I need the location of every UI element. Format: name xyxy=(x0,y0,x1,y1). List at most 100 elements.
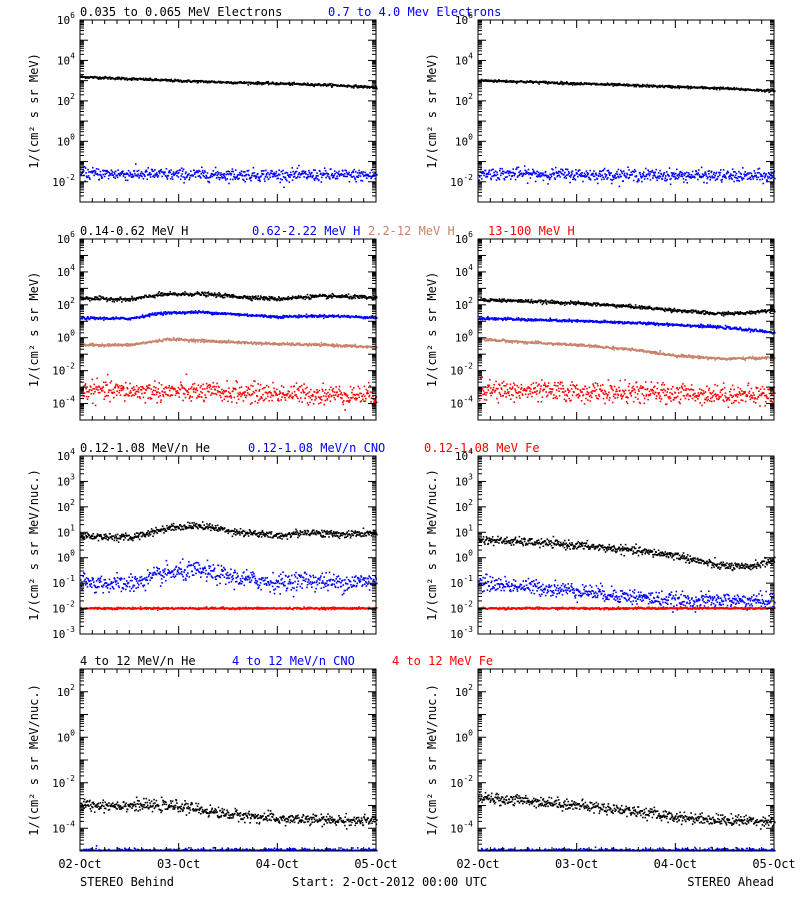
data-point xyxy=(565,168,567,170)
data-point xyxy=(160,78,162,81)
data-point xyxy=(363,295,366,297)
data-point xyxy=(312,169,315,171)
data-point xyxy=(659,175,662,178)
data-point xyxy=(140,389,143,391)
data-point xyxy=(225,81,228,83)
data-point xyxy=(166,387,168,389)
data-point xyxy=(617,175,619,178)
data-point xyxy=(310,83,313,85)
data-point xyxy=(715,172,717,175)
series-behind-2-3 xyxy=(80,336,378,350)
data-point xyxy=(145,77,147,80)
data-point xyxy=(206,177,208,179)
data-point xyxy=(204,312,206,314)
data-point xyxy=(83,174,85,177)
data-point xyxy=(315,176,317,179)
data-point xyxy=(667,86,669,88)
data-point xyxy=(124,400,126,402)
data-point xyxy=(84,76,86,78)
data-point xyxy=(292,342,294,345)
data-point xyxy=(331,297,333,299)
data-point xyxy=(295,316,297,319)
data-point xyxy=(217,295,220,297)
data-point xyxy=(674,176,676,178)
data-point xyxy=(563,82,565,84)
data-point xyxy=(154,169,156,171)
data-point xyxy=(325,84,327,86)
data-point xyxy=(131,343,133,346)
data-point xyxy=(488,79,490,81)
data-point xyxy=(638,86,641,88)
data-point xyxy=(143,296,146,299)
data-point xyxy=(682,178,685,180)
data-point xyxy=(233,175,235,178)
data-point xyxy=(506,176,508,178)
data-point xyxy=(333,346,335,348)
data-point xyxy=(154,389,157,392)
data-point xyxy=(145,169,148,172)
data-point xyxy=(311,171,313,174)
data-point xyxy=(100,77,102,79)
data-point xyxy=(657,175,659,178)
data-point xyxy=(349,316,352,319)
data-point xyxy=(685,175,688,178)
data-point xyxy=(160,311,162,314)
data-point xyxy=(618,185,621,188)
data-point xyxy=(293,173,295,175)
data-point xyxy=(670,177,672,180)
data-point xyxy=(189,310,192,313)
data-point xyxy=(267,171,269,174)
data-point xyxy=(643,178,646,180)
data-point xyxy=(159,312,161,315)
data-point xyxy=(670,172,673,174)
data-point xyxy=(614,175,616,177)
data-point xyxy=(287,82,290,85)
data-point xyxy=(733,86,735,89)
data-point xyxy=(322,342,325,345)
data-point xyxy=(760,89,763,91)
data-point xyxy=(615,84,617,86)
data-point xyxy=(130,173,132,176)
data-point xyxy=(92,392,95,395)
data-point xyxy=(218,172,220,174)
data-point xyxy=(662,174,665,177)
data-point xyxy=(345,85,348,87)
data-point xyxy=(370,169,373,171)
data-point xyxy=(175,171,178,173)
data-point xyxy=(237,178,239,180)
data-point xyxy=(215,172,217,174)
data-point xyxy=(695,170,698,173)
y-tick-label: 100 xyxy=(57,132,75,148)
data-point xyxy=(344,295,347,297)
data-point xyxy=(168,311,171,314)
data-point xyxy=(241,296,244,298)
data-point xyxy=(211,292,213,295)
data-point xyxy=(327,83,329,86)
data-point xyxy=(680,85,682,88)
data-point xyxy=(140,170,143,173)
data-point xyxy=(707,176,709,178)
data-point xyxy=(262,297,265,300)
data-point xyxy=(739,176,741,178)
data-point xyxy=(91,170,93,173)
data-point xyxy=(258,297,261,300)
data-point xyxy=(590,83,592,86)
data-point xyxy=(669,85,671,87)
data-point xyxy=(215,311,217,314)
data-point xyxy=(589,169,591,172)
data-point xyxy=(605,175,607,177)
data-point xyxy=(156,293,158,296)
data-point xyxy=(577,82,580,85)
data-point xyxy=(232,293,235,296)
data-point xyxy=(296,343,298,346)
data-point xyxy=(565,83,568,85)
data-point xyxy=(634,170,637,173)
data-point xyxy=(232,178,234,181)
data-point xyxy=(126,388,129,390)
data-point xyxy=(267,82,269,84)
data-point xyxy=(267,316,269,318)
data-point xyxy=(224,292,226,295)
data-point xyxy=(255,343,258,345)
data-point xyxy=(147,315,149,317)
data-point xyxy=(312,84,314,86)
